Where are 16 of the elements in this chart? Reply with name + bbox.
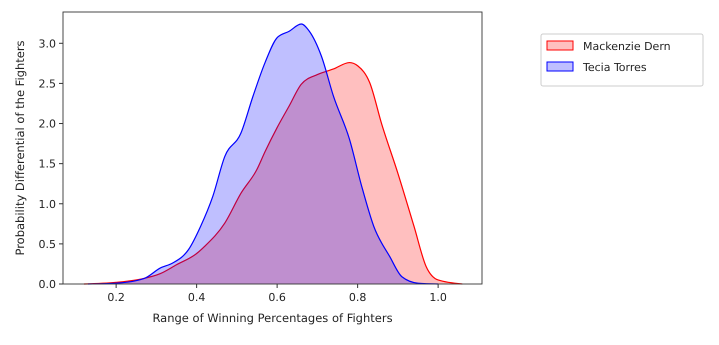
y-tick-label: 2.0 — [38, 118, 56, 131]
y-axis-title: Probability Differential of the Fighters — [13, 40, 27, 256]
x-tick-label: 0.6 — [268, 291, 286, 304]
x-tick-label: 0.2 — [107, 291, 125, 304]
y-tick-label: 2.5 — [38, 77, 56, 90]
x-tick-label: 1.0 — [429, 291, 447, 304]
y-tick-label: 3.0 — [38, 37, 56, 50]
x-tick-label: 0.4 — [188, 291, 206, 304]
legend-label: Tecia Torres — [582, 61, 647, 74]
x-axis-title: Range of Winning Percentages of Fighters — [152, 311, 393, 325]
y-tick-label: 1.0 — [38, 198, 56, 211]
y-tick-label: 0.5 — [38, 238, 56, 251]
x-tick-label: 0.8 — [348, 291, 366, 304]
y-tick-label: 1.5 — [38, 158, 56, 171]
legend-label: Mackenzie Dern — [583, 40, 671, 53]
y-tick-label: 0.0 — [38, 278, 56, 291]
